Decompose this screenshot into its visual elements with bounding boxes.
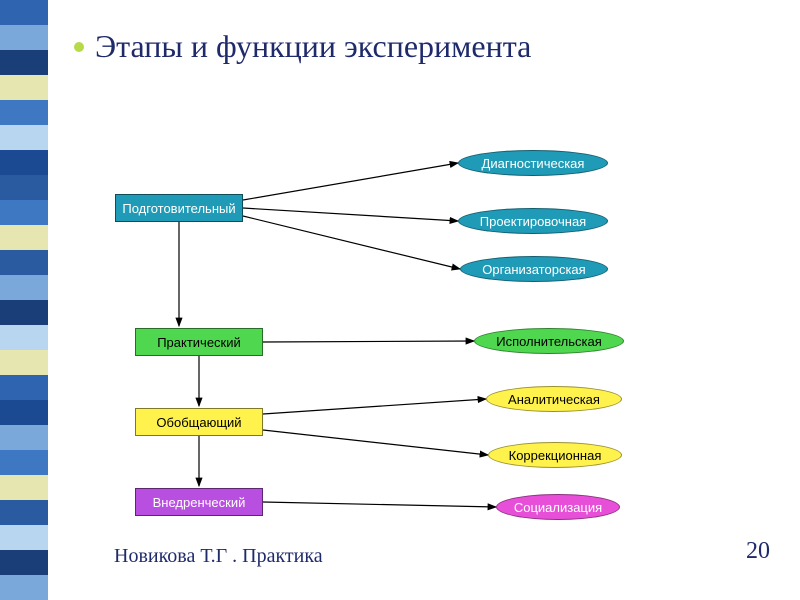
sidebar-segment: [0, 400, 48, 425]
sidebar-segment: [0, 125, 48, 150]
sidebar-segment: [0, 525, 48, 550]
function-analytical: Аналитическая: [486, 386, 622, 412]
sidebar-segment: [0, 300, 48, 325]
sidebar-segment: [0, 375, 48, 400]
sidebar-segment: [0, 225, 48, 250]
function-organizer: Организаторская: [460, 256, 608, 282]
page-number: 20: [746, 538, 770, 565]
function-design: Проектировочная: [458, 208, 608, 234]
title-bullet: [74, 42, 84, 52]
stage-preparatory: Подготовительный: [115, 194, 243, 222]
sidebar-segment: [0, 425, 48, 450]
stage-practical: Практический: [135, 328, 263, 356]
sidebar-segment: [0, 175, 48, 200]
slide-content: Этапы и функции эксперимента Новикова Т.…: [60, 0, 800, 600]
sidebar-segment: [0, 275, 48, 300]
sidebar-segment: [0, 450, 48, 475]
sidebar-segment: [0, 550, 48, 575]
function-socialization: Социализация: [496, 494, 620, 520]
stage-generalizing: Обобщающий: [135, 408, 263, 436]
sidebar-segment: [0, 150, 48, 175]
sidebar-segment: [0, 575, 48, 600]
decorative-sidebar: [0, 0, 48, 600]
stage-implementation: Внедренческий: [135, 488, 263, 516]
slide-title: Этапы и функции эксперимента: [95, 28, 531, 65]
sidebar-segment: [0, 250, 48, 275]
sidebar-segment: [0, 200, 48, 225]
sidebar-segment: [0, 475, 48, 500]
function-correction: Коррекционная: [488, 442, 622, 468]
footer-author: Новикова Т.Г . Практика: [114, 545, 323, 568]
sidebar-segment: [0, 0, 48, 25]
sidebar-segment: [0, 75, 48, 100]
function-diagnostic: Диагностическая: [458, 150, 608, 176]
function-executive: Исполнительская: [474, 328, 624, 354]
sidebar-segment: [0, 50, 48, 75]
sidebar-segment: [0, 500, 48, 525]
sidebar-segment: [0, 350, 48, 375]
sidebar-segment: [0, 25, 48, 50]
sidebar-segment: [0, 325, 48, 350]
sidebar-segment: [0, 100, 48, 125]
